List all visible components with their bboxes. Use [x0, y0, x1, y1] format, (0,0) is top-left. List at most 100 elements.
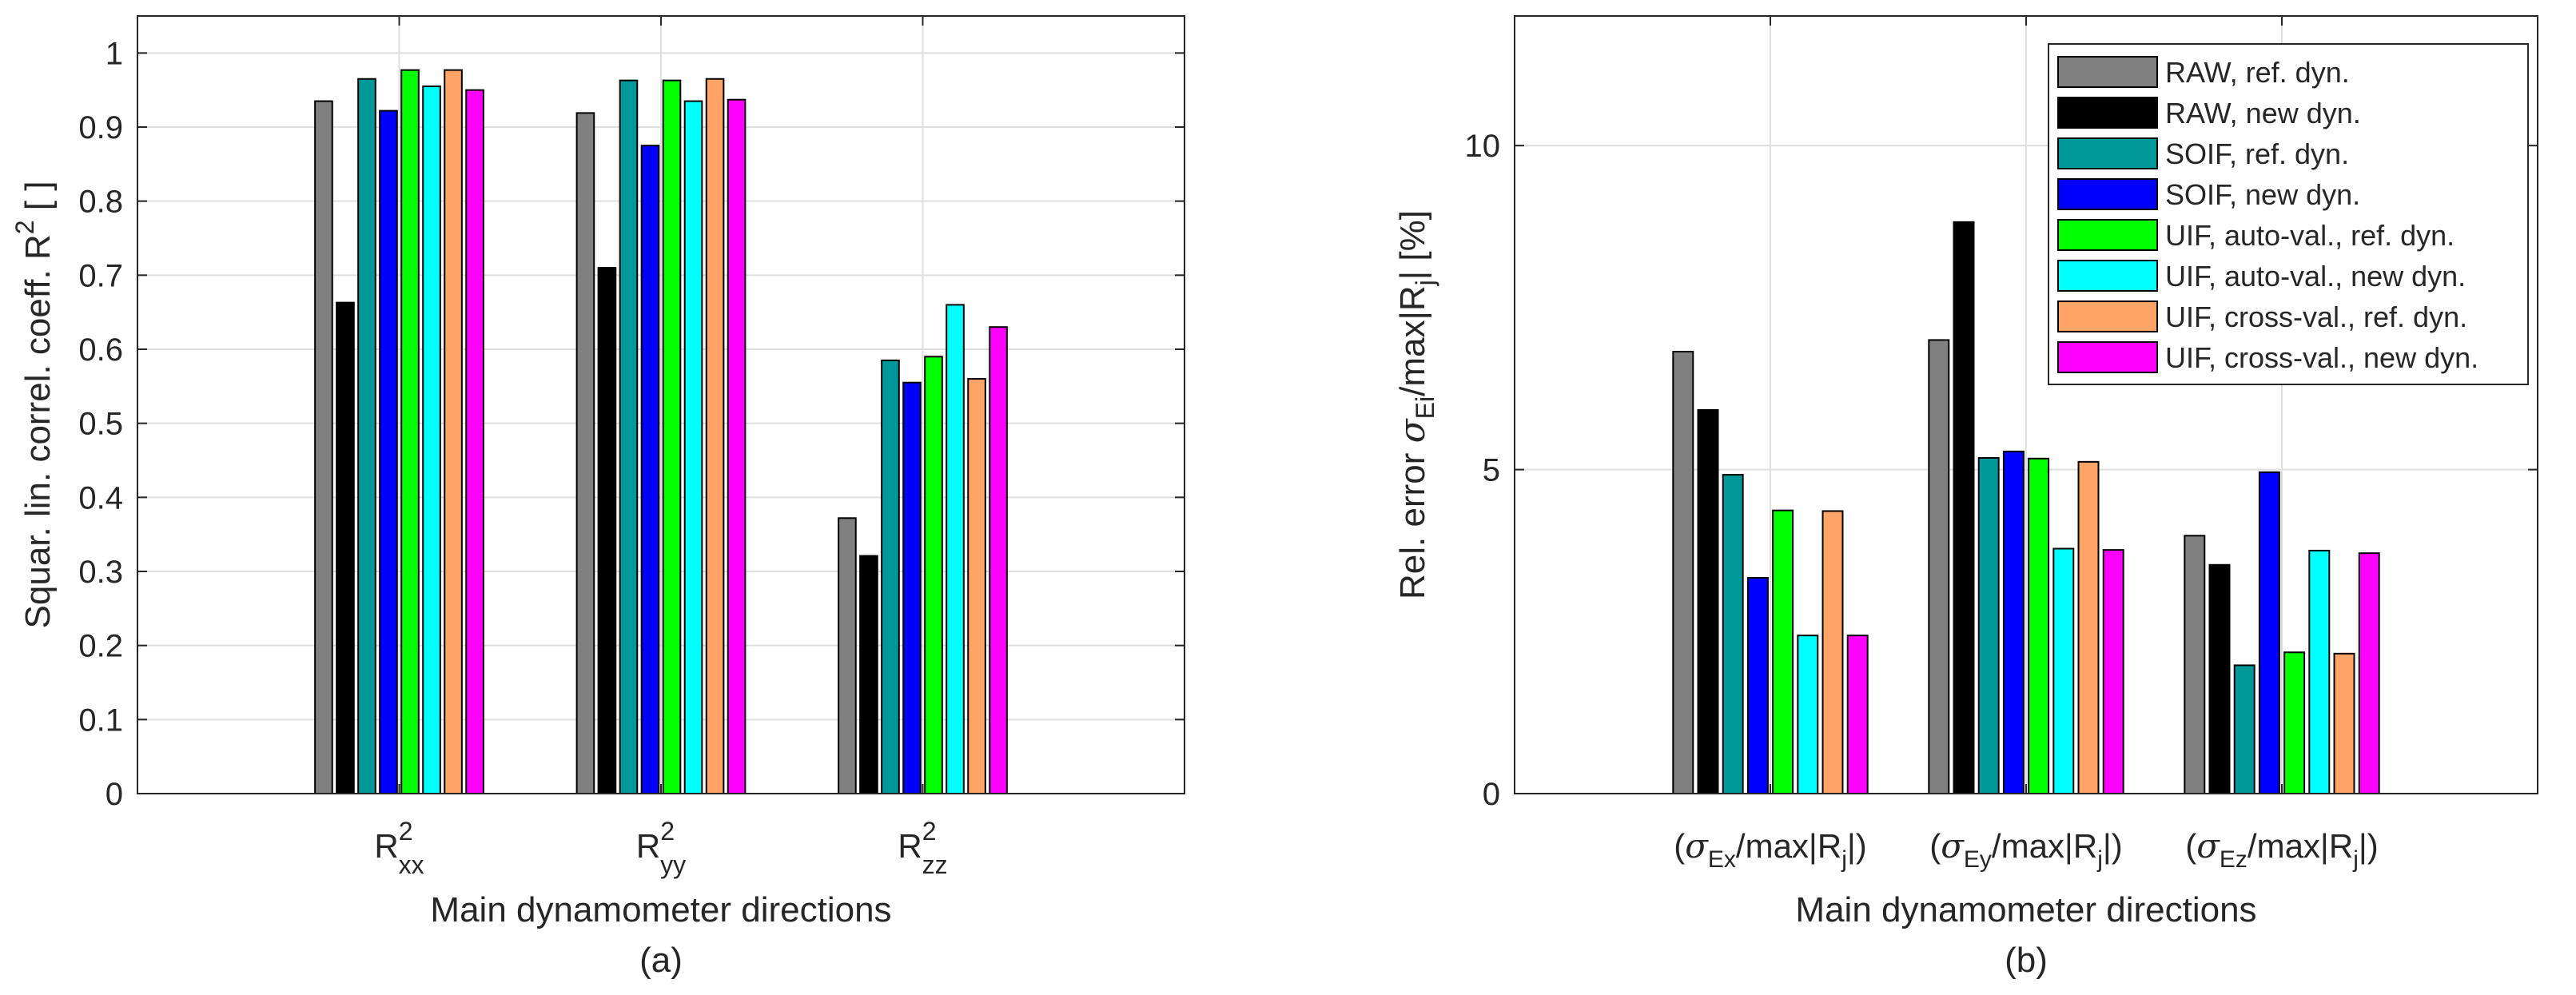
legend-entry: RAW, ref. dyn.: [2165, 56, 2350, 89]
legend-swatch: [2057, 219, 2158, 251]
legend-entry: UIF, cross-val., new dyn.: [2165, 341, 2478, 374]
bar-uif-auto-ref-2: [924, 356, 943, 794]
bar-soif-ref-0: [1722, 474, 1744, 794]
y-axis-label-sup: 2: [10, 220, 39, 234]
x-tick-label-sub: Ex: [1708, 846, 1736, 873]
x-tick-label-base: R: [898, 827, 922, 865]
bar-uif-auto-new-2: [2308, 549, 2331, 794]
bar-uif-auto-ref-0: [1772, 509, 1794, 794]
panel-label: (b): [2005, 941, 2048, 980]
y-tick-label: 1: [106, 36, 123, 71]
y-tick-label: 0.5: [78, 407, 123, 442]
bar-soif-new-2: [2258, 471, 2280, 794]
x-axis-label: Main dynamometer directions: [1795, 890, 2256, 929]
legend-box: [2048, 43, 2529, 385]
bar-soif-new-1: [2002, 450, 2025, 794]
legend-swatch: [2057, 260, 2158, 292]
grid: [137, 16, 1184, 794]
y-tick-label: 0: [1483, 777, 1500, 812]
bars: [1672, 221, 2380, 795]
y-tick-label: 0.4: [78, 480, 123, 515]
x-tick-label: (σEy/max|Rj|): [1929, 826, 2123, 873]
x-tick-label: R2 xx: [374, 817, 424, 879]
y-axis-label-sigma: σ: [1392, 417, 1433, 443]
x-tick-label-sup: 2: [922, 817, 937, 846]
bar-raw-new-0: [336, 301, 355, 794]
legend: RAW, ref. dyn. RAW, new dyn. SOIF, ref. dy…: [2048, 43, 2529, 385]
x-tick-label-sigma: σ: [1685, 826, 1709, 866]
bar-raw-new-1: [597, 267, 617, 795]
bar-uif-cross-ref-1: [2077, 460, 2100, 794]
legend-swatch: [2057, 137, 2158, 169]
bar-raw-new-0: [1697, 408, 1719, 795]
bar-soif-new-0: [379, 109, 398, 794]
bar-uif-auto-new-2: [946, 304, 965, 794]
bar-uif-cross-ref-2: [967, 378, 986, 795]
x-tick-label-sigma: σ: [1941, 826, 1965, 866]
legend-entry: SOIF, ref. dyn.: [2165, 137, 2349, 170]
bar-soif-ref-1: [1977, 456, 2000, 794]
y-tick-label: 0.9: [78, 110, 123, 145]
x-tick-label-post: /max|R: [2248, 827, 2353, 865]
x-tick-label-sup: 2: [660, 817, 675, 846]
x-tick-label: R2 yy: [636, 817, 686, 879]
x-tick-label-end: |): [1847, 827, 1867, 865]
bar-uif-auto-new-0: [1797, 635, 1819, 795]
y-tick-label: 0.6: [78, 332, 123, 368]
y-tick-label: 0.7: [78, 258, 123, 293]
bar-uif-auto-new-1: [2052, 547, 2075, 794]
x-tick-label: (σEz/max|Rj|): [2185, 826, 2379, 873]
bar-raw-ref-0: [1672, 351, 1694, 794]
x-tick-label-sub: zz: [922, 850, 948, 879]
y-tick-label: 0: [106, 777, 123, 812]
bar-raw-ref-0: [314, 100, 333, 795]
x-tick-label-base: R: [636, 827, 660, 865]
bar-soif-new-2: [902, 381, 922, 794]
y-axis-label: Squar. lin. correl. coeff. R2 [ ]: [10, 181, 58, 629]
x-tick-label-sub2: j: [1841, 846, 1847, 873]
legend-entry: UIF, cross-val., ref. dyn.: [2165, 300, 2467, 333]
legend-entry: RAW, new dyn.: [2165, 97, 2361, 129]
legend-swatch: [2057, 178, 2158, 210]
bar-raw-new-2: [859, 555, 878, 794]
x-tick-label-pre: (: [1674, 827, 1685, 865]
bar-raw-ref-1: [575, 112, 595, 795]
x-tick-label-sub: xx: [399, 850, 424, 879]
bar-uif-auto-new-1: [683, 100, 703, 795]
bar-soif-new-1: [640, 145, 660, 794]
bar-raw-new-1: [1953, 221, 1975, 795]
y-axis-label-main: Squar. lin. correl. coeff. R: [18, 234, 58, 628]
bar-raw-ref-1: [1928, 339, 1950, 794]
x-tick-label: R2 zz: [898, 817, 947, 879]
y-axis-label-sub: Ei: [1411, 396, 1439, 419]
x-tick-label-end: |): [2103, 827, 2123, 865]
bar-uif-cross-new-0: [465, 89, 484, 794]
y-tick-label: 0.2: [78, 629, 123, 664]
panel-label: (a): [639, 941, 683, 980]
x-tick-label-pre: (: [1929, 827, 1941, 865]
bar-uif-cross-new-0: [1846, 635, 1869, 795]
bar-soif-ref-1: [619, 79, 639, 795]
legend-entry: UIF, auto-val., new dyn.: [2165, 260, 2466, 293]
bar-soif-ref-2: [881, 359, 900, 794]
legend-swatch: [2057, 97, 2158, 129]
bar-uif-auto-ref-0: [400, 69, 420, 794]
y-tick-label: 0.1: [78, 702, 123, 738]
legend-entry: SOIF, new dyn.: [2165, 178, 2360, 211]
x-tick-label-sub: yy: [660, 850, 686, 879]
x-tick-label-end: |): [2359, 827, 2379, 865]
y-axis-label-unit: | [%]: [1393, 210, 1432, 280]
bar-uif-cross-new-2: [989, 326, 1008, 794]
bar-uif-cross-ref-0: [444, 69, 463, 794]
legend-swatch: [2057, 341, 2158, 373]
bar-uif-cross-ref-2: [2333, 652, 2355, 794]
y-tick-label: 0.3: [78, 555, 123, 590]
y-axis-label-sub2: j: [1411, 280, 1439, 286]
x-tick-label-base: R: [374, 827, 398, 865]
y-axis-label-unit: [ ]: [18, 181, 58, 221]
x-tick-label-sub: Ez: [2220, 846, 2248, 873]
bar-soif-new-0: [1746, 576, 1769, 794]
